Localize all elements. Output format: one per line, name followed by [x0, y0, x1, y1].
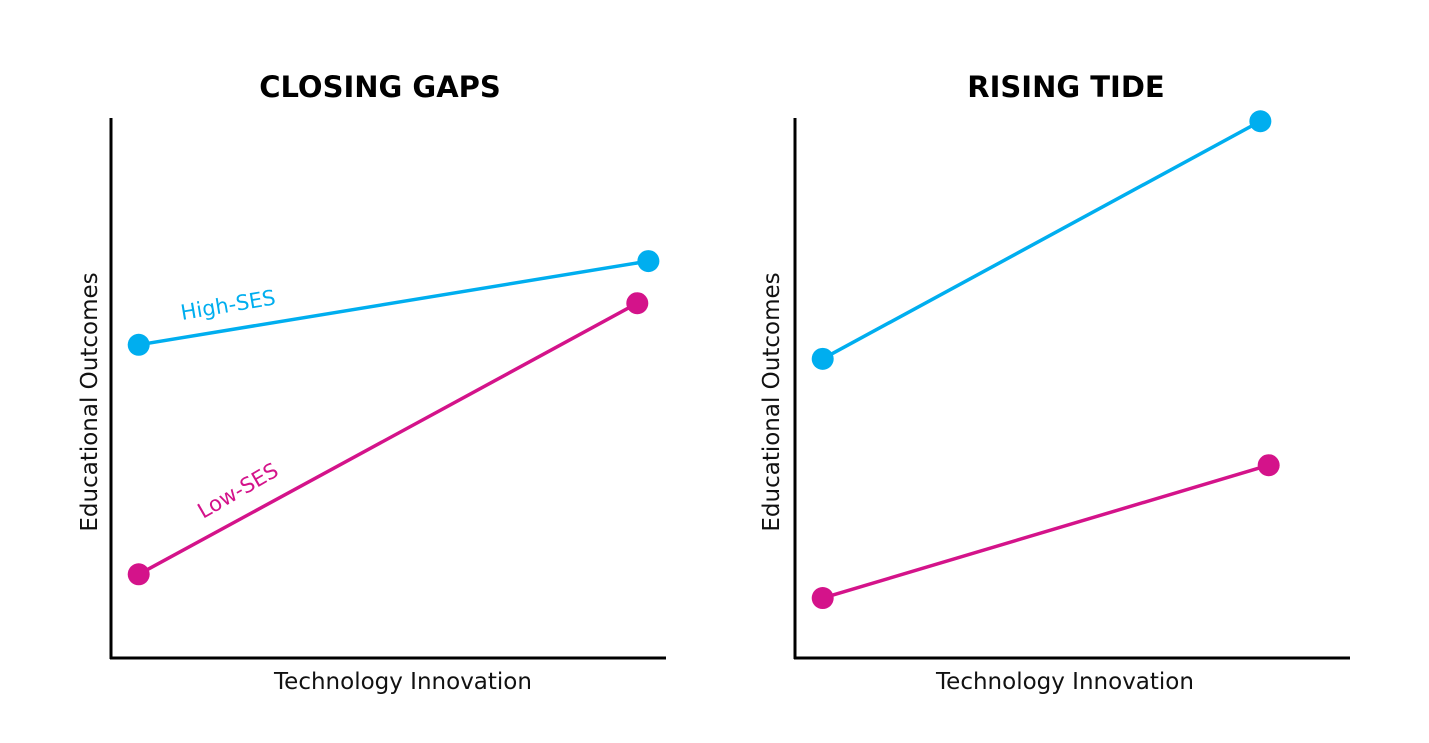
- chart-title-closing-gaps: CLOSING GAPS: [259, 70, 501, 104]
- chart-title-rising-tide: RISING TIDE: [967, 70, 1164, 104]
- series-line-low-ses: [822, 463, 1270, 600]
- data-point-high-ses-1: [1249, 110, 1272, 133]
- data-point-high-ses-1: [637, 250, 660, 273]
- panel-rising-tide: RISING TIDE Technology Innovation Educat…: [759, 70, 1350, 695]
- y-axis-label-right: Educational Outcomes: [759, 272, 785, 531]
- series-line-high-ses: [138, 259, 649, 347]
- series-line-high-ses: [821, 119, 1262, 361]
- series-label-low-ses: Low-SES: [194, 458, 283, 523]
- series-group-left: [127, 250, 660, 586]
- series-line-low-ses: [137, 301, 639, 576]
- y-axis-label-left: Educational Outcomes: [77, 272, 103, 531]
- data-point-low-ses-1: [626, 292, 649, 315]
- data-point-low-ses-0: [811, 587, 834, 610]
- series-group-right: [811, 110, 1280, 610]
- data-point-high-ses-0: [127, 333, 150, 356]
- series-label-high-ses: High-SES: [179, 285, 277, 324]
- x-axis-label-right: Technology Innovation: [935, 669, 1194, 695]
- data-point-low-ses-0: [127, 563, 150, 586]
- data-point-high-ses-0: [811, 347, 834, 370]
- panel-closing-gaps: CLOSING GAPS Technology Innovation Educa…: [77, 70, 666, 695]
- data-point-low-ses-1: [1257, 454, 1280, 477]
- x-axis-label-left: Technology Innovation: [273, 669, 532, 695]
